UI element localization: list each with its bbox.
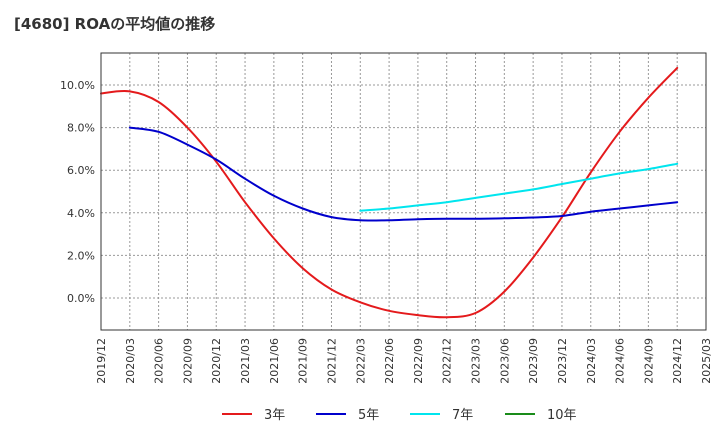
y-tick-label: 10.0%	[60, 79, 95, 92]
x-tick-label: 2023/03	[470, 338, 483, 384]
y-tick-label: 2.0%	[67, 249, 95, 262]
legend-label-7年: 7年	[452, 408, 473, 423]
x-tick-label: 2021/03	[239, 338, 252, 384]
y-tick-label: 4.0%	[67, 207, 95, 220]
legend: 3年 5年 7年 10年	[222, 408, 577, 423]
x-tick-label: 2024/03	[585, 338, 598, 384]
legend-label-3年: 3年	[264, 408, 285, 423]
x-tick-label: 2024/09	[642, 338, 655, 384]
x-tick-label: 2021/12	[325, 338, 338, 384]
x-tick-label: 2020/12	[210, 338, 223, 384]
x-tick-label: 2024/12	[671, 338, 684, 384]
x-tick-label: 2023/06	[498, 338, 511, 384]
y-tick-label: 0.0%	[67, 292, 95, 305]
series-line-3年	[100, 66, 679, 319]
x-tick-label: 2022/03	[354, 338, 367, 384]
x-tick-label: 2023/09	[527, 338, 540, 384]
grid-lines	[101, 53, 706, 330]
y-tick-label: 8.0%	[67, 122, 95, 135]
series-layer	[100, 66, 679, 319]
y-axis-ticks: 0.0% 2.0% 4.0% 6.0% 8.0% 10.0%	[60, 79, 95, 305]
x-tick-label: 2019/12	[95, 338, 108, 384]
y-tick-label: 6.0%	[67, 164, 95, 177]
x-tick-label: 2020/03	[124, 338, 137, 384]
x-tick-label: 2024/06	[614, 338, 627, 384]
x-tick-label: 2020/06	[153, 338, 166, 384]
x-tick-label: 2020/09	[181, 338, 194, 384]
x-tick-label: 2022/09	[412, 338, 425, 384]
x-tick-label: 2022/12	[441, 338, 454, 384]
chart-title: [4680] ROAの平均値の推移	[14, 15, 216, 33]
x-tick-label: 2025/03	[700, 338, 713, 384]
x-tick-label: 2021/09	[297, 338, 310, 384]
series-line-7年	[359, 162, 679, 212]
series-line-5年	[128, 126, 679, 222]
plot-border	[100, 52, 707, 331]
legend-label-10年: 10年	[547, 408, 577, 423]
x-axis-ticks: 2019/12 2020/03 2020/06 2020/09 2020/12 2021/…	[95, 338, 713, 384]
x-tick-label: 2022/06	[383, 338, 396, 384]
legend-label-5年: 5年	[358, 408, 379, 423]
plot-area	[101, 53, 706, 330]
x-tick-label: 2023/12	[556, 338, 569, 384]
x-tick-label: 2021/06	[268, 338, 281, 384]
